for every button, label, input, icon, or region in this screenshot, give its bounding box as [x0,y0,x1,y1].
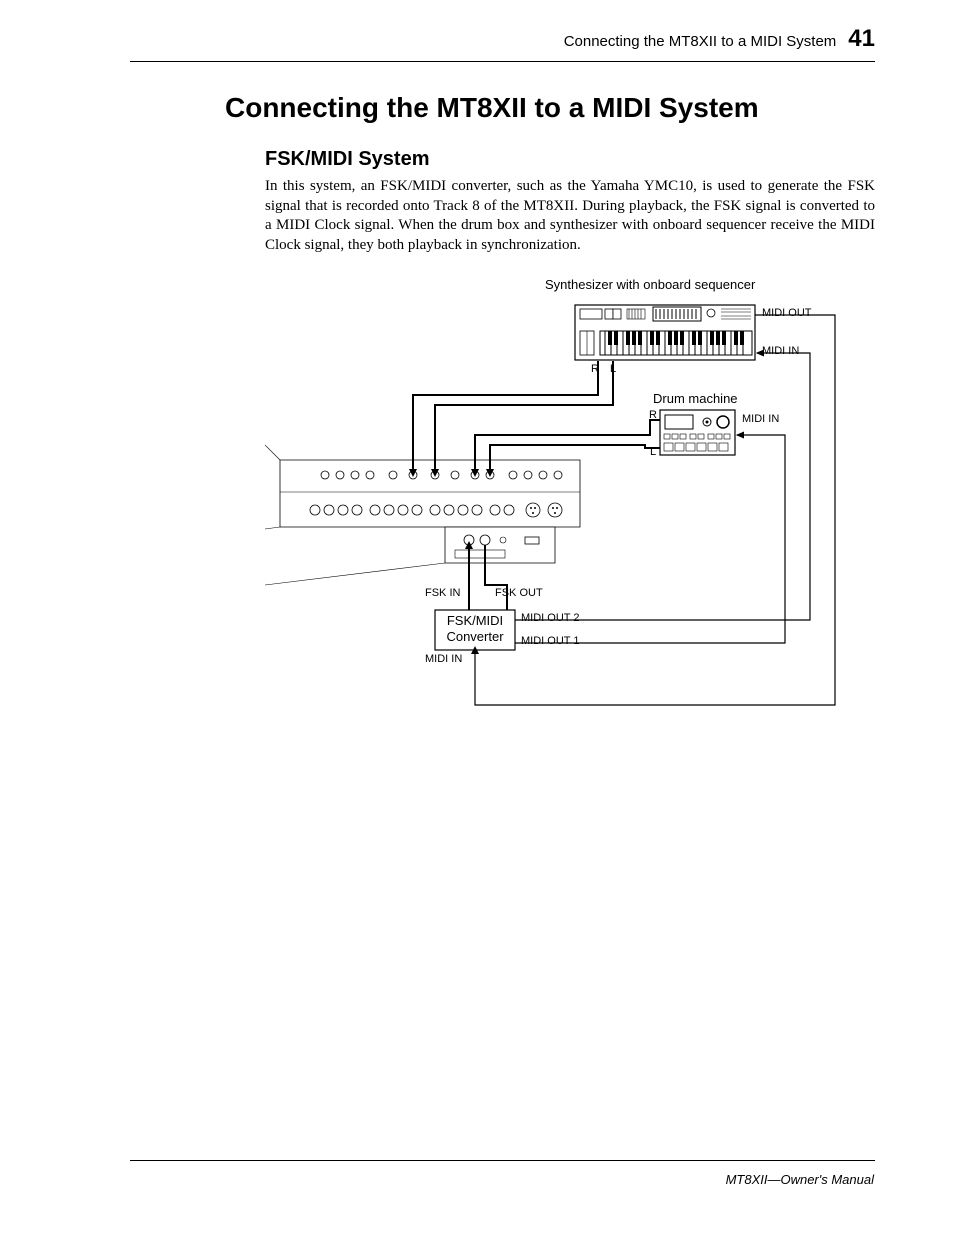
midi-in-label-3: MIDI IN [425,653,462,665]
page-number: 41 [848,25,875,53]
l-label-1: L [610,363,616,375]
footer-text: MT8XII—Owner's Manual [726,1172,874,1187]
midi-in-label-2: MIDI IN [742,413,779,425]
drum-machine-icon [660,410,735,455]
fsk-out-label: FSK OUT [495,587,543,599]
footer-rule [130,1160,875,1161]
r-label-1: R [591,363,599,375]
midi-out-1-label: MIDI OUT 1 [521,635,579,647]
converter-label-1: FSK/MIDI [445,613,505,628]
synth-icon [575,305,755,360]
mt8xii-icon [265,445,580,585]
l-label-2: L [650,446,656,458]
midi-out-label: MIDI OUT [762,307,812,319]
running-header: Connecting the MT8XII to a MIDI System 4… [130,25,875,62]
running-title: Connecting the MT8XII to a MIDI System [564,33,837,50]
connection-diagram: Synthesizer with onboard sequencer MIDI … [265,285,875,755]
r-label-2: R [649,409,657,421]
page-title: Connecting the MT8XII to a MIDI System [225,92,875,124]
body-paragraph: In this system, an FSK/MIDI converter, s… [265,177,875,255]
midi-in-label-1: MIDI IN [762,345,799,357]
converter-label-2: Converter [445,629,505,644]
section-title: FSK/MIDI System [265,148,875,171]
drum-title-label: Drum machine [653,391,738,406]
synth-title-label: Synthesizer with onboard sequencer [545,277,755,292]
midi-out-2-label: MIDI OUT 2 [521,612,579,624]
fsk-in-label: FSK IN [425,587,460,599]
